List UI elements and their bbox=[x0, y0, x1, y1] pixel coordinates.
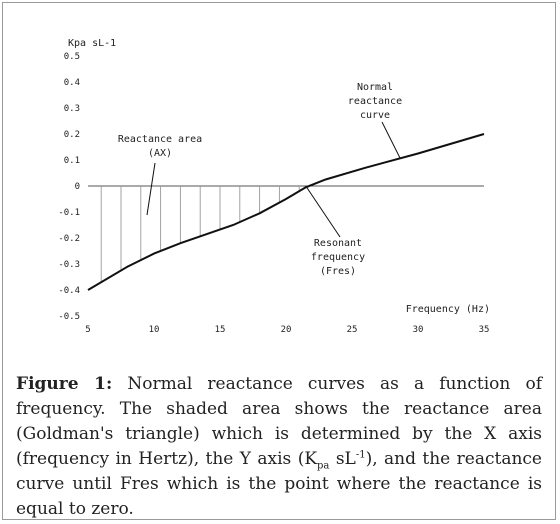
y-tick-label: 0 bbox=[75, 182, 80, 192]
y-tick-label: -0.2 bbox=[58, 234, 80, 244]
x-tick-label: 5 bbox=[85, 325, 90, 335]
x-axis: 5 10 15 20 25 30 35 bbox=[85, 185, 490, 335]
x-tick-label: 20 bbox=[281, 325, 292, 335]
y-tick-label: 0.1 bbox=[64, 156, 80, 166]
reactance-chart: 0.5 0.4 0.3 0.2 0.1 0 -0.1 -0.2 -0.3 -0.4 -0.5 5 10… bbox=[58, 38, 490, 335]
y-tick-label: -0.3 bbox=[58, 260, 80, 270]
y-tick-label: 0.2 bbox=[64, 130, 80, 140]
caption-text-2: sL bbox=[329, 449, 356, 469]
normal-reactance-curve bbox=[87, 133, 485, 291]
y-tick-label: 0.4 bbox=[64, 78, 80, 88]
caption-text-1: Normal reactance curves as a function of… bbox=[16, 374, 542, 469]
annotation-fres-text: (Fres) bbox=[320, 266, 356, 277]
reactance-curve-group bbox=[87, 133, 485, 291]
caption-superscript: -1 bbox=[355, 449, 366, 461]
annotation-normal-text: reactance bbox=[348, 96, 402, 107]
annotation-normal-leader bbox=[381, 121, 401, 159]
annotation-normal-text: Normal bbox=[357, 82, 393, 93]
y-tick-label: -0.4 bbox=[58, 286, 80, 296]
caption-subscript: pa bbox=[317, 460, 330, 472]
y-tick-label: -0.1 bbox=[58, 208, 80, 218]
annotation-ax-text: Reactance area bbox=[118, 134, 202, 145]
x-tick-label: 25 bbox=[347, 325, 358, 335]
annotation-normal-text: curve bbox=[360, 110, 390, 121]
y-tick-label: 0.5 bbox=[64, 52, 80, 62]
reactance-area-hatching bbox=[100, 186, 300, 283]
caption-text-3: ), and the reactance curve until Fres wh… bbox=[16, 449, 542, 519]
x-tick-label: 30 bbox=[413, 325, 424, 335]
annotation-fres-text: Resonant bbox=[314, 238, 362, 249]
y-axis-label: Kpa sL-1 bbox=[68, 38, 116, 49]
annotation-ax-leader bbox=[146, 162, 156, 216]
figure-frame bbox=[2, 2, 556, 520]
annotations: Reactance area (AX) Normal reactance curve Re… bbox=[118, 82, 402, 277]
figure-caption: Figure 1: Normal reactance curves as a f… bbox=[16, 372, 542, 522]
x-tick-label: 10 bbox=[149, 325, 160, 335]
y-tick-label: -0.5 bbox=[58, 312, 80, 322]
x-axis-label: Frequency (Hz) bbox=[406, 304, 490, 315]
x-tick-label: 35 bbox=[479, 325, 490, 335]
caption-label: Figure 1: bbox=[16, 374, 113, 394]
y-tick-label: 0.3 bbox=[64, 104, 80, 114]
annotation-fres-text: frequency bbox=[311, 252, 365, 263]
y-axis: 0.5 0.4 0.3 0.2 0.1 0 -0.1 -0.2 -0.3 -0.4 -0.5 bbox=[58, 52, 80, 322]
x-tick-label: 15 bbox=[215, 325, 226, 335]
annotation-ax-text: (AX) bbox=[148, 148, 172, 159]
annotation-fres-leader bbox=[305, 185, 341, 238]
